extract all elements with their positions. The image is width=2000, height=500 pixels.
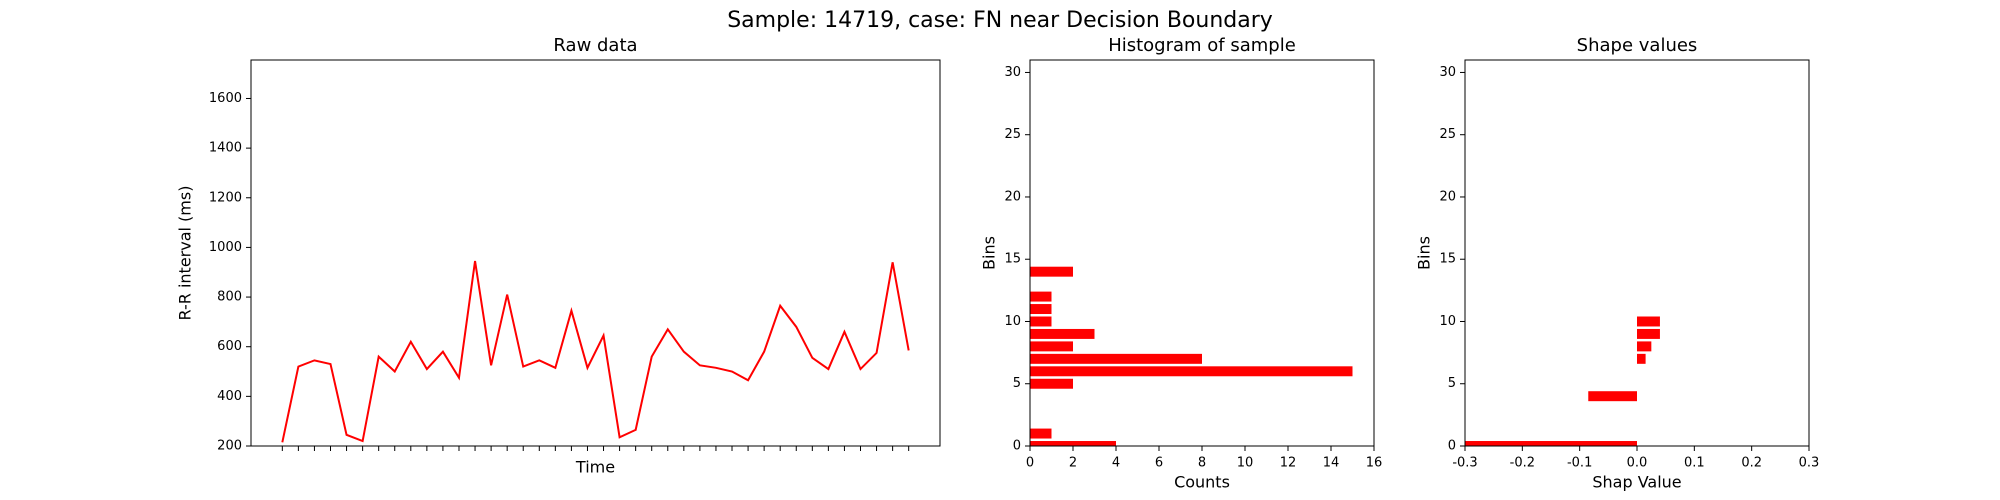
bar — [1030, 428, 1052, 439]
x-axis-label: Time — [575, 458, 615, 477]
bar — [1588, 391, 1637, 402]
x-tick-label: 10 — [1237, 456, 1254, 471]
bar — [1030, 366, 1353, 377]
y-tick-label: 1200 — [209, 190, 242, 205]
x-tick-label: 8 — [1198, 456, 1206, 471]
bar — [1030, 304, 1052, 315]
x-tick-label: -0.1 — [1567, 456, 1592, 471]
bar — [1637, 328, 1660, 339]
bar — [1637, 353, 1646, 364]
bar — [1637, 316, 1660, 327]
axes-frame — [1029, 59, 1375, 447]
bar — [1030, 353, 1202, 364]
x-tick-label: 0 — [1026, 456, 1034, 471]
x-tick-label: 14 — [1323, 456, 1340, 471]
bar — [1030, 441, 1116, 446]
x-tick-label: 2 — [1069, 456, 1077, 471]
y-tick-label: 200 — [217, 439, 242, 454]
y-tick-label: 15 — [1004, 252, 1021, 267]
bar — [1030, 341, 1073, 352]
y-tick-label: 0 — [1013, 439, 1021, 454]
y-tick-label: 0 — [1448, 439, 1456, 454]
y-tick-label: 25 — [1004, 127, 1021, 142]
x-tick-label: -0.2 — [1510, 456, 1535, 471]
x-tick-label: 0.0 — [1627, 456, 1648, 471]
x-axis-label: Counts — [1174, 473, 1230, 492]
x-tick-label: 0.1 — [1684, 456, 1705, 471]
y-tick-label: 10 — [1004, 314, 1021, 329]
y-tick-label: 800 — [217, 290, 242, 305]
x-tick-label: 0.2 — [1741, 456, 1762, 471]
y-tick-label: 600 — [217, 339, 242, 354]
axes-title: Raw data — [553, 35, 637, 56]
y-axis-label: Bins — [980, 236, 999, 270]
y-tick-label: 20 — [1439, 189, 1456, 204]
y-tick-label: 5 — [1013, 376, 1021, 391]
y-tick-label: 400 — [217, 389, 242, 404]
y-axis-label: R-R interval (ms) — [176, 186, 195, 321]
y-tick-label: 5 — [1448, 376, 1456, 391]
x-tick-label: 16 — [1366, 456, 1383, 471]
x-tick-label: 6 — [1155, 456, 1163, 471]
y-tick-label: 15 — [1439, 252, 1456, 267]
y-tick-label: 1600 — [209, 91, 242, 106]
x-tick-label: 4 — [1112, 456, 1120, 471]
bar — [1030, 266, 1073, 277]
y-tick-label: 20 — [1004, 189, 1021, 204]
y-tick-label: 10 — [1439, 314, 1456, 329]
bar — [1030, 328, 1095, 339]
bar — [1030, 378, 1073, 389]
bar — [1030, 291, 1052, 302]
y-tick-label: 1000 — [209, 240, 242, 255]
bar — [1030, 316, 1052, 327]
x-tick-label: 0.3 — [1799, 456, 1820, 471]
y-tick-label: 30 — [1439, 65, 1456, 80]
bar — [1465, 441, 1637, 446]
x-tick-label: -0.3 — [1452, 456, 1477, 471]
bar — [1637, 341, 1652, 352]
axes-frame — [1464, 59, 1810, 447]
x-axis-label: Shap Value — [1592, 473, 1681, 492]
y-tick-label: 1400 — [209, 141, 242, 156]
y-tick-label: 25 — [1439, 127, 1456, 142]
data-line — [281, 260, 910, 443]
figure-title: Sample: 14719, case: FN near Decision Bo… — [727, 8, 1273, 33]
y-axis-label: Bins — [1415, 236, 1434, 270]
axes-title: Shape values — [1577, 35, 1698, 56]
axes-frame — [250, 59, 941, 447]
x-tick-label: 12 — [1280, 456, 1297, 471]
axes-title: Histogram of sample — [1108, 35, 1296, 56]
y-tick-label: 30 — [1004, 65, 1021, 80]
